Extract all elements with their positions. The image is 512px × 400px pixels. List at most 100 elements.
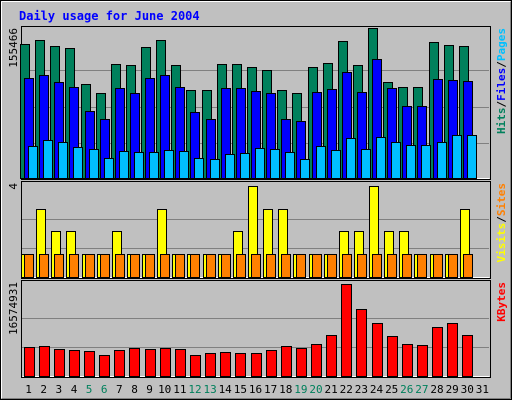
bar-pages-day-2: [43, 140, 53, 179]
x-tick-label-day-27: 27: [415, 383, 428, 396]
bar-sites-day-7: [115, 254, 125, 278]
bar-kbytes-day-13: [205, 353, 216, 377]
x-tick-label-day-23: 23: [355, 383, 368, 396]
x-tick-label-day-22: 22: [340, 383, 353, 396]
x-tick-label-day-19: 19: [294, 383, 307, 396]
y-max-label-hits_files_pages: 155466: [7, 28, 20, 68]
side-legend-visits_sites: Visits/Sites: [495, 183, 508, 263]
bar-kbytes-day-6: [99, 355, 110, 377]
bar-sites-day-12: [190, 254, 200, 278]
x-tick-label-day-24: 24: [370, 383, 384, 396]
bar-pages-day-23: [361, 149, 371, 179]
x-tick-label-day-18: 18: [279, 383, 292, 396]
x-tick-label-day-16: 16: [249, 383, 262, 396]
bar-pages-day-29: [452, 135, 462, 179]
x-tick-label-day-15: 15: [234, 383, 247, 396]
bar-pages-day-30: [467, 135, 477, 179]
bar-sites-day-1: [24, 254, 34, 278]
x-tick-label-day-2: 2: [40, 383, 47, 396]
bar-sites-day-9: [145, 254, 155, 278]
bar-kbytes-day-28: [432, 327, 443, 377]
bar-sites-day-16: [251, 254, 261, 278]
side-legend-separator: /: [495, 101, 508, 108]
side-legend-hits_files_pages: Hits/Files/Pages: [495, 28, 508, 134]
bar-sites-day-20: [312, 254, 322, 278]
bar-kbytes-day-18: [281, 346, 292, 377]
bar-sites-day-28: [433, 254, 443, 278]
side-legend-kbytes: KBytes: [495, 282, 508, 322]
x-tick-label-day-26: 26: [400, 383, 413, 396]
bar-pages-day-1: [28, 146, 38, 179]
side-legend-files: Files: [495, 68, 508, 101]
bar-sites-day-10: [160, 254, 170, 278]
bar-pages-day-26: [406, 145, 416, 179]
side-legend-kbytes: KBytes: [495, 282, 508, 322]
bar-sites-day-25: [387, 254, 397, 278]
bar-sites-day-26: [402, 254, 412, 278]
bar-sites-day-19: [296, 254, 306, 278]
x-tick-label-day-21: 21: [324, 383, 337, 396]
bar-pages-day-3: [58, 142, 68, 179]
side-legend-separator: /: [495, 61, 508, 68]
bar-sites-day-6: [100, 254, 110, 278]
plot-area: [20, 26, 491, 378]
x-tick-label-day-8: 8: [131, 383, 138, 396]
x-tick-label-day-4: 4: [71, 383, 78, 396]
bar-pages-day-21: [331, 150, 341, 179]
bar-kbytes-day-23: [356, 309, 367, 377]
bar-pages-day-11: [179, 151, 189, 179]
side-legend-visits: Visits: [495, 223, 508, 263]
bar-kbytes-day-1: [24, 347, 35, 377]
bar-pages-day-22: [346, 138, 356, 179]
bar-kbytes-day-17: [266, 350, 277, 377]
bar-kbytes-day-24: [372, 323, 383, 377]
bar-pages-day-17: [270, 149, 280, 179]
x-tick-label-day-1: 1: [25, 383, 32, 396]
bar-kbytes-day-25: [387, 336, 398, 377]
side-legend-pages: Pages: [495, 28, 508, 61]
bar-sites-day-5: [85, 254, 95, 278]
x-tick-label-day-17: 17: [264, 383, 277, 396]
bar-sites-day-11: [175, 254, 185, 278]
bar-sites-day-18: [281, 254, 291, 278]
bar-kbytes-day-14: [220, 352, 231, 377]
bar-kbytes-day-2: [39, 346, 50, 377]
bar-pages-day-5: [89, 149, 99, 179]
bar-sites-day-24: [372, 254, 382, 278]
x-tick-label-day-7: 7: [116, 383, 123, 396]
bar-kbytes-day-19: [296, 348, 307, 377]
x-tick-label-day-11: 11: [173, 383, 186, 396]
bar-pages-day-25: [391, 142, 401, 179]
x-tick-label-day-5: 5: [86, 383, 93, 396]
bar-pages-day-24: [376, 137, 386, 179]
bar-kbytes-day-11: [175, 349, 186, 377]
x-tick-label-day-31: 31: [476, 383, 489, 396]
bar-kbytes-day-22: [341, 284, 352, 377]
bar-sites-day-15: [236, 254, 246, 278]
x-tick-label-day-12: 12: [188, 383, 201, 396]
bar-pages-day-8: [134, 152, 144, 179]
chart-title: Daily usage for June 2004: [19, 9, 200, 23]
bar-pages-day-12: [194, 158, 204, 179]
bar-sites-day-29: [448, 254, 458, 278]
x-tick-label-day-9: 9: [146, 383, 153, 396]
bar-sites-day-21: [327, 254, 337, 278]
bar-kbytes-day-7: [114, 350, 125, 377]
bar-pages-day-9: [149, 152, 159, 179]
bar-pages-day-20: [316, 146, 326, 179]
x-tick-label-day-28: 28: [430, 383, 443, 396]
bar-kbytes-day-21: [326, 335, 337, 377]
bar-pages-day-13: [210, 159, 220, 179]
bar-kbytes-day-8: [129, 348, 140, 377]
bar-sites-day-22: [342, 254, 352, 278]
bar-pages-day-27: [421, 145, 431, 179]
bar-sites-day-17: [266, 254, 276, 278]
bar-kbytes-day-16: [251, 353, 262, 377]
x-tick-label-day-30: 30: [461, 383, 474, 396]
bar-kbytes-day-12: [190, 355, 201, 377]
side-legend-hits: Hits: [495, 108, 508, 135]
bar-kbytes-day-29: [447, 323, 458, 377]
bar-kbytes-day-27: [417, 345, 428, 377]
x-tick-label-day-20: 20: [309, 383, 322, 396]
